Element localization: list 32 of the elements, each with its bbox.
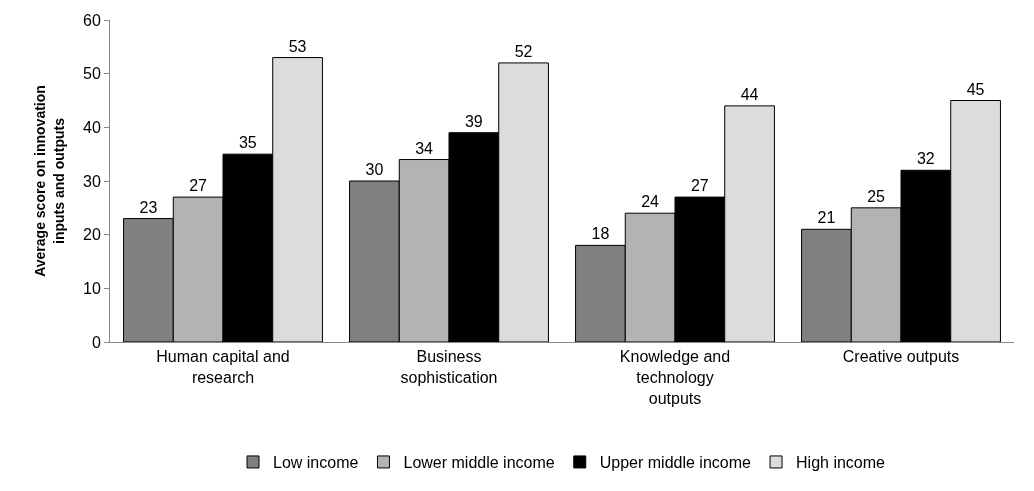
data-label: 27: [690, 177, 709, 195]
y-tick-label: 20: [83, 226, 101, 244]
y-tick-label: 10: [83, 279, 101, 297]
legend-label: Upper middle income: [599, 454, 752, 472]
data-label: 27: [189, 177, 208, 195]
data-label: 23: [139, 198, 158, 216]
data-label: 44: [740, 85, 759, 103]
y-tick-label: 60: [83, 11, 101, 29]
data-label: 53: [288, 37, 307, 55]
y-tick-label: 0: [91, 333, 101, 351]
y-tick-label: 30: [83, 172, 101, 190]
data-label: 52: [514, 42, 533, 60]
data-label: 30: [365, 161, 384, 178]
data-label: 32: [916, 150, 935, 168]
data-label: 21: [817, 209, 836, 227]
x-tick-label: Human capital and research: [156, 348, 290, 386]
legend-label: High income: [796, 454, 886, 472]
data-label: 39: [464, 112, 483, 130]
x-tick-label: Creative outputs: [842, 348, 960, 366]
data-label: 25: [867, 187, 886, 205]
legend-label: Low income: [273, 454, 359, 472]
legend-label: Lower middle income: [403, 454, 555, 472]
data-label: 45: [966, 80, 985, 98]
y-tick-label: 50: [83, 65, 101, 83]
x-tick-label: Business sophistication: [400, 348, 498, 386]
y-tick-label: 40: [83, 118, 101, 136]
data-label: 34: [415, 139, 434, 157]
data-label: 18: [591, 225, 610, 243]
data-label: 24: [641, 193, 660, 211]
x-tick-label: Knowledge and technology outputs: [619, 348, 731, 407]
y-axis-title: Average score on innovation inputs and outputs: [32, 85, 67, 277]
data-label: 35: [238, 134, 257, 152]
